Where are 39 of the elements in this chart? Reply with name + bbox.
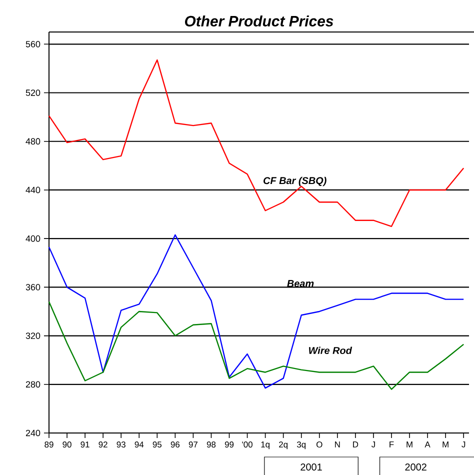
y-tick-label: 560 [26,40,40,48]
y-tick-label: 440 [26,186,40,194]
x-tick-label: 91 [80,442,90,448]
y-tick-label: 360 [26,284,40,290]
series-label: Wire Rod [309,346,352,354]
x-tick-label: F [390,442,394,448]
x-tick-label: 93 [116,442,126,448]
y-tick-label: 400 [26,235,40,242]
x-tick-label: 89 [44,442,54,448]
x-tick-label: O [316,442,322,448]
x-tick-label: 96 [170,442,180,448]
y-tick-label: 520 [26,90,40,96]
text: Beam [287,280,314,288]
y-tick-label: 280 [26,381,40,388]
chart-title: Other Product Prices [184,16,334,26]
x-tick-label: 95 [152,442,162,448]
x-tick-label: N [335,442,340,448]
x-tick-label: 90 [62,442,72,448]
text: 2002 [405,464,426,471]
text: 2001 [300,464,322,471]
y-tick-label: 480 [26,138,40,145]
x-tick-label: 1q [261,442,270,450]
x-tick-label: A [424,442,430,448]
y-tick-label: 240 [26,430,40,436]
x-tick-label: D [353,442,358,448]
x-tick-label: M [442,442,448,448]
x-tick-label: 2q [279,442,288,450]
x-tick-label: '00 [242,442,252,448]
y-tick-label: 320 [26,332,40,339]
x-tick-label: J [371,442,375,448]
series-label: CF Bar (SBQ) [264,176,326,186]
x-tick-label: 98 [206,442,216,448]
x-tick-label: M [406,442,412,448]
x-tick-label: 3q [296,442,306,450]
x-tick-label: 94 [134,442,144,448]
x-tick-label: J [462,442,466,448]
x-tick-label: 92 [98,442,108,448]
x-tick-label: 97 [188,442,198,448]
x-tick-label: 99 [224,442,234,448]
